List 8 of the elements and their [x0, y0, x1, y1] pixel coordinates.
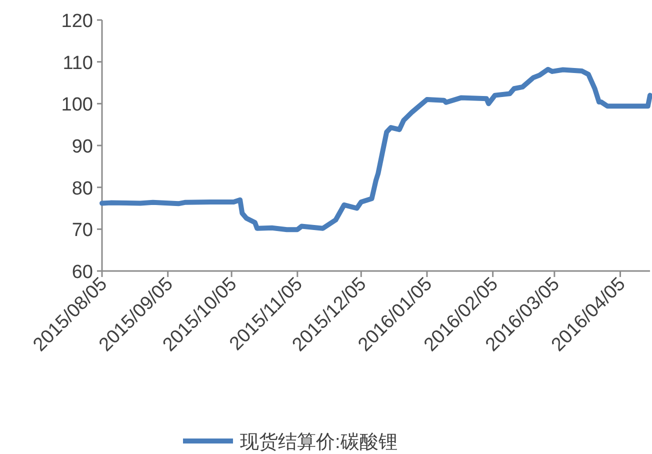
- y-tick-label: 120: [61, 11, 93, 32]
- y-tick-label: 100: [61, 94, 93, 116]
- y-tick-label: 60: [72, 262, 93, 283]
- y-tick-label: 80: [72, 178, 93, 200]
- y-tick-label: 70: [72, 220, 93, 242]
- legend-label: 现货结算价:碳酸锂: [240, 432, 398, 453]
- y-tick-label: 90: [72, 136, 93, 158]
- y-tick-label: 110: [62, 52, 93, 74]
